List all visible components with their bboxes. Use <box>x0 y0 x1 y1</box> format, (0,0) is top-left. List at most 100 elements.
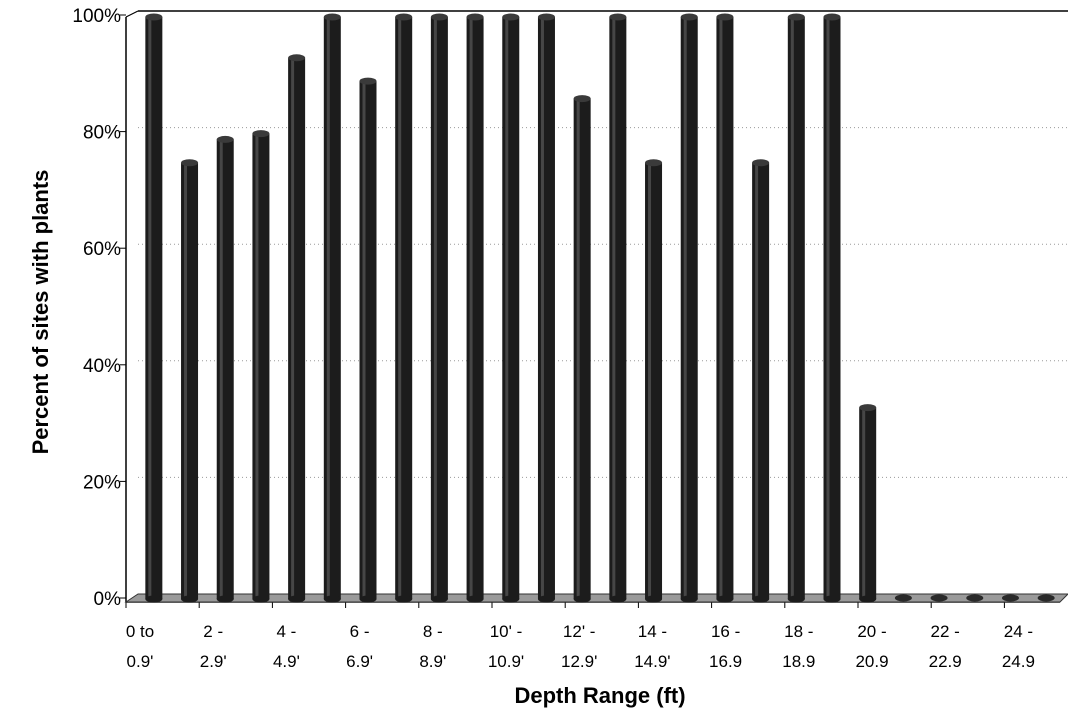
bar-top <box>787 13 805 21</box>
bar-base <box>573 595 591 603</box>
bar <box>252 130 270 603</box>
bar-body <box>216 139 234 599</box>
x-tick-label-line1: 10' - <box>490 622 523 641</box>
x-tick-label-line1: 18 - <box>784 622 813 641</box>
bar <box>609 13 627 603</box>
bar-highlight <box>862 409 866 597</box>
bar-base <box>181 595 199 603</box>
bar <box>1001 594 1019 602</box>
bar-base <box>859 595 877 603</box>
bar-top <box>323 13 341 21</box>
x-tick-label-line1: 20 - <box>857 622 886 641</box>
bar-highlight <box>755 164 759 597</box>
bar <box>181 159 199 603</box>
bar-body <box>466 17 484 599</box>
bar <box>323 13 341 603</box>
bar <box>680 13 698 603</box>
bar-body <box>573 98 591 600</box>
x-tick-label-line2: 10.9' <box>488 652 524 671</box>
x-tick-label-line2: 0.9' <box>127 652 154 671</box>
y-tick-label: 80% <box>83 123 121 144</box>
x-tick-label-line1: 6 - <box>350 622 370 641</box>
x-tick-label-line2: 20.9 <box>855 652 888 671</box>
bar-body <box>752 162 770 599</box>
bar-body <box>680 17 698 599</box>
bar-base <box>430 595 448 603</box>
bar-highlight <box>826 19 830 597</box>
bar <box>466 13 484 603</box>
bar-highlight <box>148 19 152 597</box>
bar <box>216 135 234 603</box>
bar-base <box>680 595 698 603</box>
x-tick-label-line1: 24 - <box>1004 622 1033 641</box>
bar <box>145 13 163 603</box>
x-axis-title: Depth Range (ft) <box>514 683 685 708</box>
bar <box>859 404 877 603</box>
bar-highlight <box>219 141 223 597</box>
x-tick-label-line1: 0 to <box>126 622 154 641</box>
bar-base <box>752 595 770 603</box>
y-tick-labels: 0% 20% 40% 60% 80% 100% <box>72 6 121 610</box>
bar-body <box>252 133 270 599</box>
bar <box>395 13 413 603</box>
y-tick-label: 0% <box>94 589 122 610</box>
bar-top <box>573 95 591 103</box>
bar-body <box>288 57 306 600</box>
bar-top <box>609 13 627 21</box>
bar-body <box>145 17 163 599</box>
bar-base <box>823 595 841 603</box>
bar-body <box>359 81 377 599</box>
bar-body <box>502 17 520 599</box>
bar-base <box>537 595 555 603</box>
bar-top <box>145 13 163 21</box>
x-tick-label-line2: 8.9' <box>419 652 446 671</box>
bar <box>502 13 520 603</box>
bar-body <box>537 17 555 599</box>
bar-highlight <box>505 19 509 597</box>
bar <box>1037 594 1055 602</box>
bar-base <box>145 595 163 603</box>
bar-highlight <box>433 19 437 597</box>
bar <box>752 159 770 603</box>
x-tick-label-line1: 4 - <box>276 622 296 641</box>
x-tick-label-line2: 2.9' <box>200 652 227 671</box>
bar-highlight <box>790 19 794 597</box>
bar <box>573 95 591 603</box>
bar-highlight <box>719 19 723 597</box>
bar-body <box>645 162 663 599</box>
bar-top <box>252 130 270 138</box>
bar-top <box>716 13 734 21</box>
x-tick-label-line1: 22 - <box>931 622 960 641</box>
bar-highlight <box>291 59 295 598</box>
bar-top <box>502 13 520 21</box>
bar-base <box>502 595 520 603</box>
bar-top <box>752 159 770 167</box>
bar-top <box>288 54 306 62</box>
bar-top <box>359 77 377 85</box>
bar-base <box>395 595 413 603</box>
x-tick-label-line2: 14.9' <box>634 652 670 671</box>
bar-highlight <box>362 83 366 597</box>
bar-top <box>466 13 484 21</box>
bar-body <box>859 407 877 599</box>
x-tick-label-line2: 22.9 <box>929 652 962 671</box>
bar-highlight <box>540 19 544 597</box>
bar-top <box>181 159 199 167</box>
y-axis-depth-edge <box>125 10 139 18</box>
x-tick-label-line1: 14 - <box>638 622 667 641</box>
bar-highlight <box>576 100 580 598</box>
bar-top <box>216 135 234 143</box>
bar-base <box>216 595 234 603</box>
x-tick-labels: 0 to 0.9' 2 - 2.9' 4 - 4.9' 6 - 6.9' 8 - 8.9' 10' … <box>126 622 1035 671</box>
x-tick-label-line2: 16.9 <box>709 652 742 671</box>
bar-base <box>466 595 484 603</box>
y-tick-label: 100% <box>72 6 121 27</box>
bar-base <box>288 595 306 603</box>
bar-body <box>787 17 805 599</box>
y-axis-title: Percent of sites with plants <box>28 170 53 455</box>
x-tick-label-line1: 12' - <box>563 622 596 641</box>
bar-top <box>680 13 698 21</box>
y-tick-label: 60% <box>83 239 121 260</box>
x-tick-label-line1: 16 - <box>711 622 740 641</box>
